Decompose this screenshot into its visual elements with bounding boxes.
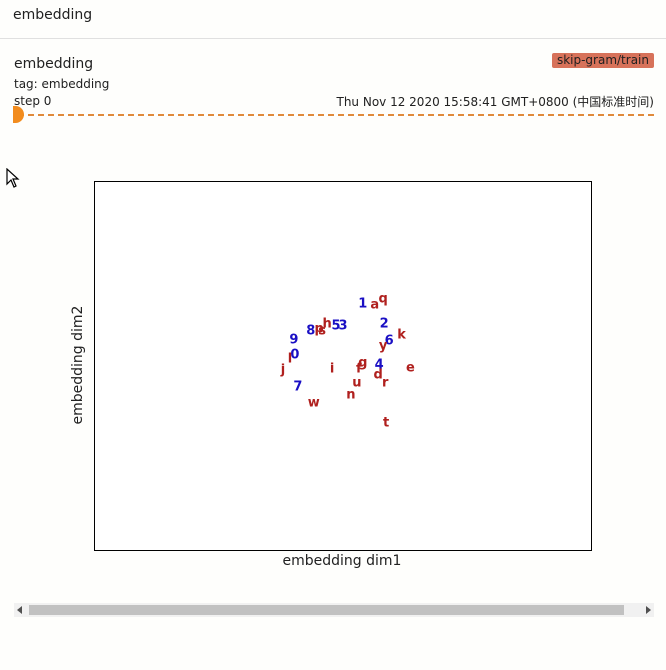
point-label-p: p <box>314 321 324 337</box>
point-label-j: j <box>280 362 286 378</box>
point-label-h: h <box>322 316 332 332</box>
point-label-8: 8 <box>306 323 316 339</box>
point-label-5: 5 <box>331 318 341 334</box>
step-slider-track[interactable] <box>18 114 654 116</box>
point-label-s: s <box>318 323 327 339</box>
point-label-a: a <box>370 297 380 313</box>
point-label-4: 4 <box>374 357 384 373</box>
scroll-right-icon[interactable] <box>646 606 651 614</box>
point-label-q: q <box>378 291 388 307</box>
step-label: step 0 <box>14 94 52 108</box>
point-label-r: r <box>381 375 389 391</box>
point-label-u: u <box>352 375 362 391</box>
point-label-e: e <box>406 360 415 376</box>
point-label-7: 7 <box>293 379 303 395</box>
timestamp: Thu Nov 12 2020 15:58:41 GMT+0800 (中国标准时… <box>336 95 655 109</box>
horizontal-scrollbar[interactable] <box>14 603 654 617</box>
scroll-left-icon[interactable] <box>17 606 22 614</box>
point-label-6: 6 <box>384 333 394 349</box>
point-label-y: y <box>378 338 388 354</box>
point-label-3: 3 <box>338 318 348 334</box>
point-label-l: l <box>287 351 293 367</box>
point-label-f: f <box>356 361 362 377</box>
scrollbar-thumb[interactable] <box>29 605 624 615</box>
card-title: embedding <box>14 56 94 72</box>
tag-label: tag: embedding <box>14 77 110 91</box>
point-label-0: 0 <box>290 347 300 363</box>
point-label-2: 2 <box>379 316 389 332</box>
run-badge[interactable]: skip-gram/train <box>551 53 654 68</box>
point-label-d: d <box>373 367 383 383</box>
mouse-cursor-icon <box>6 168 20 188</box>
point-label-9: 9 <box>289 332 299 348</box>
point-label-1: 1 <box>358 296 368 312</box>
top-bar: embedding <box>0 0 666 39</box>
point-label-t: t <box>383 415 390 431</box>
step-slider-thumb[interactable] <box>13 106 24 123</box>
x-axis-label: embedding dim1 <box>282 553 402 569</box>
dashboard-title: embedding <box>13 7 93 23</box>
point-label-n: n <box>346 387 356 403</box>
point-label-g: g <box>358 355 368 371</box>
point-label-k: k <box>397 327 406 343</box>
point-label-w: w <box>307 395 320 411</box>
point-label-i: i <box>329 361 335 377</box>
y-axis-label: embedding dim2 <box>70 305 86 425</box>
